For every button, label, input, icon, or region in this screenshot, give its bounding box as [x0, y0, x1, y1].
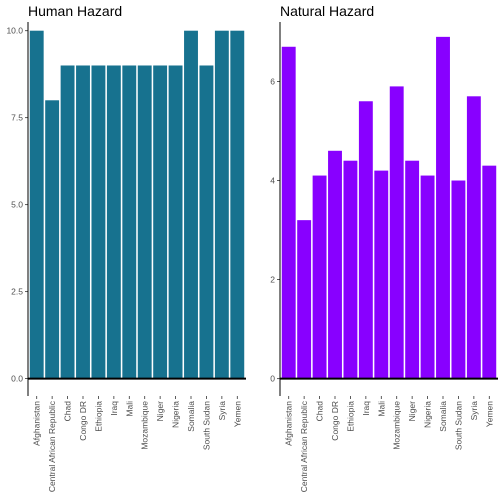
natural-hazard-bar-6: [374, 170, 389, 379]
natural-hazard-bar-9: [420, 175, 435, 379]
human-hazard-bars: [29, 30, 245, 379]
natural-hazard-panel: Natural Hazard 0 2 4 6 Afghanistan Central A…: [270, 3, 498, 492]
human-hazard-x-tick-label-5: Iraq: [109, 401, 119, 416]
human-hazard-y-tick-label-4: 10.0: [6, 26, 23, 36]
natural-hazard-x-tick-label-8: Niger: [407, 401, 417, 421]
natural-hazard-y-tick-label-1: 2: [270, 275, 275, 285]
human-hazard-bar-0: [29, 30, 44, 379]
natural-hazard-y-tick-label-0: 0: [270, 374, 275, 384]
natural-hazard-bar-2: [312, 175, 327, 379]
human-hazard-bar-5: [106, 65, 121, 379]
human-hazard-bar-3: [76, 65, 90, 379]
human-hazard-x-tick-label-6: Mali: [124, 401, 134, 417]
human-hazard-bar-10: [184, 30, 198, 379]
human-hazard-y-tick-labels: 0.0 2.5 5.0 7.5 10.0: [6, 26, 28, 384]
natural-hazard-bar-7: [389, 86, 404, 379]
natural-hazard-title: Natural Hazard: [280, 3, 374, 19]
human-hazard-bar-12: [214, 30, 229, 379]
natural-hazard-bar-4: [343, 160, 358, 379]
natural-hazard-x-tick-label-4: Ethiopia: [345, 401, 355, 432]
natural-hazard-x-tick-label-12: Syria: [469, 401, 479, 421]
human-hazard-bar-11: [199, 65, 214, 379]
natural-hazard-bar-10: [436, 36, 450, 379]
natural-hazard-x-tick-label-3: Congo DR: [330, 401, 340, 441]
natural-hazard-y-tick-labels: 0 2 4 6: [270, 76, 280, 384]
human-hazard-x-tick-label-0: Afghanistan: [32, 401, 42, 446]
natural-hazard-bars: [281, 36, 497, 379]
human-hazard-bar-13: [230, 30, 245, 379]
human-hazard-y-tick-label-1: 2.5: [11, 287, 23, 297]
human-hazard-x-tick-label-13: Yemen: [232, 401, 242, 427]
human-hazard-bar-9: [168, 65, 183, 379]
human-hazard-x-tick-label-10: Somalia: [186, 401, 196, 432]
human-hazard-panel: Human Hazard 0.0 2.5 5.0 7.5 10.0 Afghanista…: [6, 3, 246, 492]
natural-hazard-bar-5: [358, 101, 373, 379]
natural-hazard-x-tick-label-13: Yemen: [484, 401, 494, 427]
natural-hazard-y-tick-label-3: 6: [270, 76, 275, 86]
natural-hazard-bar-1: [297, 220, 312, 379]
natural-hazard-x-tick-label-6: Mali: [376, 401, 386, 417]
human-hazard-bar-7: [137, 65, 152, 379]
human-hazard-y-tick-label-0: 0.0: [11, 374, 23, 384]
natural-hazard-x-tick-label-9: Nigeria: [423, 401, 433, 428]
human-hazard-x-tick-labels: Afghanistan Central African Republic Chad C…: [32, 396, 242, 492]
natural-hazard-x-tick-label-7: Mozambique: [392, 401, 402, 450]
human-hazard-y-tick-label-2: 5.0: [11, 200, 23, 210]
human-hazard-bar-1: [45, 100, 60, 379]
natural-hazard-x-tick-label-5: Iraq: [361, 401, 371, 416]
human-hazard-x-tick-label-12: Syria: [217, 401, 227, 421]
natural-hazard-x-tick-label-11: South Sudan: [453, 401, 463, 450]
human-hazard-x-tick-label-9: Nigeria: [171, 401, 181, 428]
natural-hazard-bar-0: [281, 46, 296, 379]
human-hazard-x-tick-label-1: Central African Republic: [47, 400, 57, 492]
natural-hazard-bar-13: [482, 165, 497, 379]
natural-hazard-bar-8: [405, 160, 420, 379]
human-hazard-bar-8: [153, 65, 168, 379]
human-hazard-bar-4: [91, 65, 106, 379]
natural-hazard-bar-3: [328, 150, 342, 379]
natural-hazard-x-tick-label-0: Afghanistan: [284, 401, 294, 446]
human-hazard-y-tick-label-3: 7.5: [11, 113, 23, 123]
human-hazard-x-tick-label-11: South Sudan: [201, 401, 211, 450]
human-hazard-x-tick-label-7: Mozambique: [140, 401, 150, 450]
natural-hazard-y-tick-label-2: 4: [270, 176, 275, 186]
natural-hazard-x-tick-label-10: Somalia: [438, 401, 448, 432]
human-hazard-bar-2: [60, 65, 75, 379]
human-hazard-x-tick-label-3: Congo DR: [78, 401, 88, 441]
natural-hazard-x-tick-labels: Afghanistan Central African Republic Chad C…: [284, 396, 494, 492]
natural-hazard-x-tick-label-2: Chad: [315, 401, 325, 422]
human-hazard-x-tick-label-4: Ethiopia: [93, 401, 103, 432]
human-hazard-x-tick-label-8: Niger: [155, 401, 165, 421]
natural-hazard-bar-11: [451, 180, 466, 379]
human-hazard-x-tick-label-2: Chad: [63, 401, 73, 422]
human-hazard-title: Human Hazard: [28, 3, 122, 19]
natural-hazard-x-tick-label-1: Central African Republic: [299, 400, 309, 492]
human-hazard-bar-6: [122, 65, 137, 379]
natural-hazard-bar-12: [466, 96, 481, 379]
